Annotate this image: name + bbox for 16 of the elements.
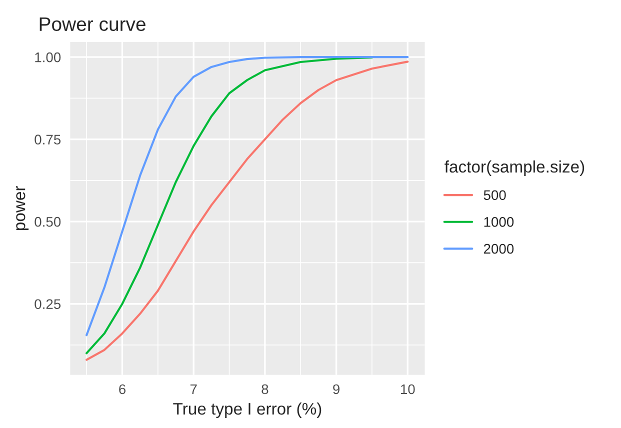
chart-title: Power curve xyxy=(40,17,146,32)
y-tick-label: 0.50 xyxy=(34,216,61,227)
y-tick-label: 0.25 xyxy=(34,299,61,310)
x-tick-label: 7 xyxy=(190,384,197,394)
x-tick-label: 6 xyxy=(119,384,126,394)
legend-label: 2000 xyxy=(484,244,514,254)
legend-title: factor(sample.size) xyxy=(444,160,584,176)
legend-label: 500 xyxy=(484,190,506,200)
y-tick-label: 1.00 xyxy=(35,52,61,62)
y-tick-label: 0.75 xyxy=(34,134,61,145)
legend-label: 1000 xyxy=(484,217,514,227)
y-axis-title: power xyxy=(16,186,29,230)
x-tick-label: 10 xyxy=(400,384,415,394)
x-tick-label: 9 xyxy=(333,384,340,394)
x-tick-label: 8 xyxy=(262,384,268,394)
x-axis-title: True type I error (%) xyxy=(173,402,322,418)
